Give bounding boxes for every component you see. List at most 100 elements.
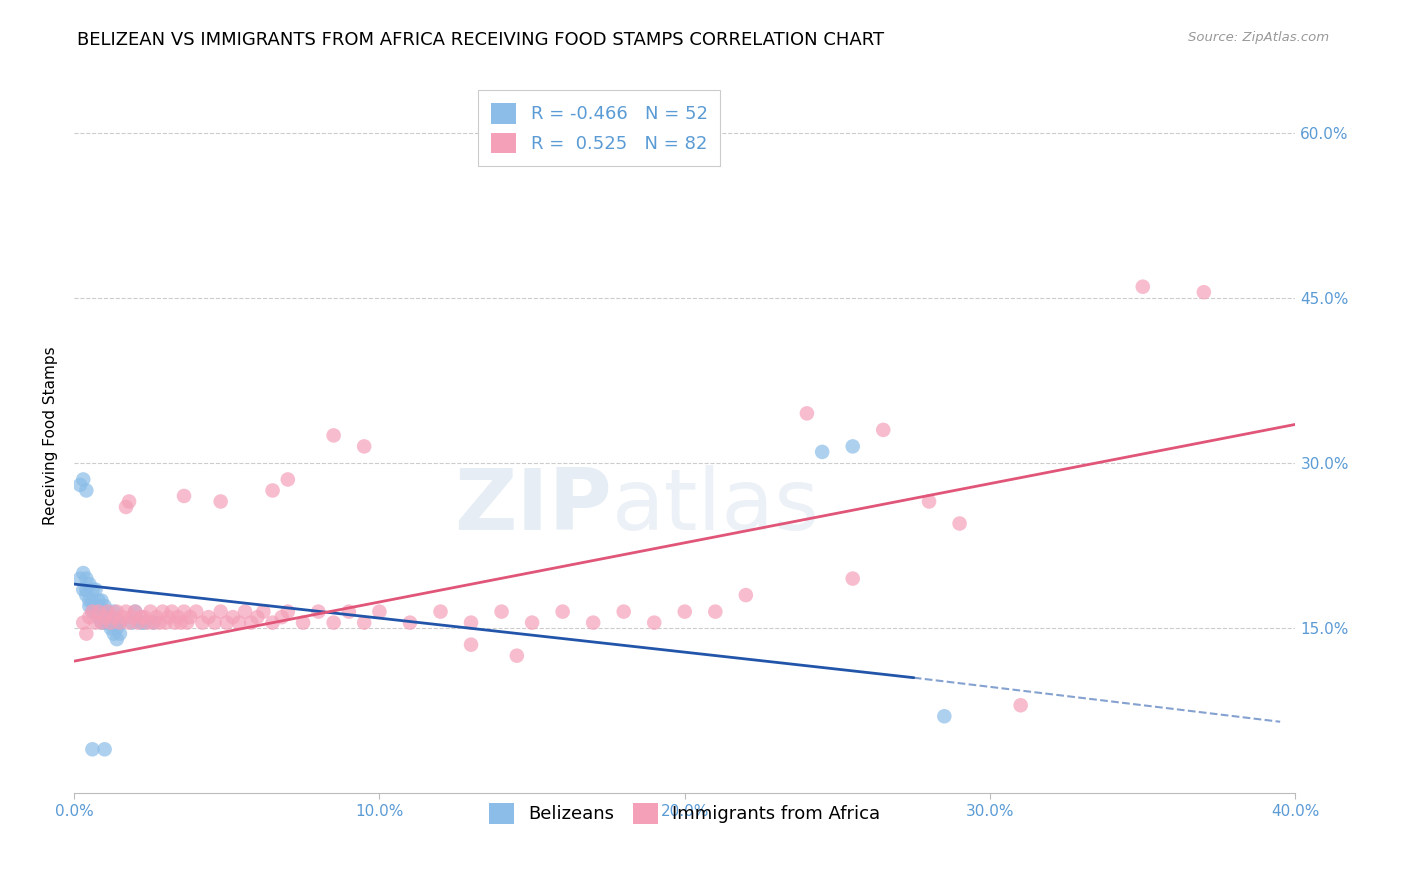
Point bbox=[115, 605, 138, 619]
Point bbox=[368, 605, 391, 619]
Point bbox=[79, 577, 101, 591]
Point bbox=[118, 494, 141, 508]
Point bbox=[108, 615, 131, 630]
Point bbox=[72, 615, 94, 630]
Point bbox=[353, 439, 375, 453]
Text: ZIP: ZIP bbox=[454, 466, 612, 549]
Point bbox=[197, 610, 219, 624]
Point bbox=[97, 605, 120, 619]
Point bbox=[399, 615, 422, 630]
Text: BELIZEAN VS IMMIGRANTS FROM AFRICA RECEIVING FOOD STAMPS CORRELATION CHART: BELIZEAN VS IMMIGRANTS FROM AFRICA RECEI… bbox=[77, 31, 884, 49]
Point bbox=[82, 593, 104, 607]
Point bbox=[139, 605, 162, 619]
Point bbox=[75, 582, 97, 597]
Point bbox=[841, 572, 863, 586]
Point bbox=[209, 605, 232, 619]
Point bbox=[82, 605, 104, 619]
Point bbox=[796, 406, 818, 420]
Point bbox=[841, 439, 863, 453]
Point bbox=[215, 615, 238, 630]
Point bbox=[270, 610, 292, 624]
Point bbox=[160, 605, 183, 619]
Point bbox=[75, 588, 97, 602]
Point bbox=[84, 599, 107, 613]
Point bbox=[429, 605, 451, 619]
Point bbox=[163, 615, 186, 630]
Point bbox=[90, 615, 112, 630]
Point bbox=[129, 615, 152, 630]
Point bbox=[79, 593, 101, 607]
Point bbox=[69, 572, 91, 586]
Point bbox=[934, 709, 956, 723]
Y-axis label: Receiving Food Stamps: Receiving Food Stamps bbox=[44, 346, 58, 524]
Point bbox=[82, 742, 104, 756]
Point bbox=[75, 626, 97, 640]
Point bbox=[136, 615, 159, 630]
Point bbox=[72, 582, 94, 597]
Point bbox=[506, 648, 529, 663]
Point bbox=[90, 593, 112, 607]
Point bbox=[228, 615, 250, 630]
Point bbox=[262, 483, 284, 498]
Point bbox=[105, 615, 128, 630]
Point bbox=[918, 494, 941, 508]
Point bbox=[75, 483, 97, 498]
Point bbox=[72, 473, 94, 487]
Point bbox=[1192, 285, 1215, 300]
Point bbox=[643, 615, 665, 630]
Point bbox=[170, 615, 193, 630]
Point bbox=[105, 621, 128, 635]
Point bbox=[90, 605, 112, 619]
Point bbox=[1010, 698, 1032, 713]
Point bbox=[87, 605, 110, 619]
Point bbox=[811, 445, 834, 459]
Point bbox=[551, 605, 574, 619]
Point bbox=[157, 610, 180, 624]
Point bbox=[93, 599, 115, 613]
Point bbox=[84, 582, 107, 597]
Point bbox=[142, 615, 165, 630]
Point bbox=[100, 615, 122, 630]
Point bbox=[100, 610, 122, 624]
Point bbox=[103, 615, 125, 630]
Point bbox=[872, 423, 894, 437]
Point bbox=[108, 626, 131, 640]
Point bbox=[277, 605, 299, 619]
Point bbox=[240, 615, 263, 630]
Point bbox=[93, 615, 115, 630]
Point bbox=[97, 610, 120, 624]
Point bbox=[121, 615, 143, 630]
Point bbox=[292, 615, 315, 630]
Text: atlas: atlas bbox=[612, 466, 820, 549]
Point bbox=[734, 588, 756, 602]
Point bbox=[97, 615, 120, 630]
Point bbox=[948, 516, 970, 531]
Point bbox=[673, 605, 696, 619]
Point bbox=[149, 615, 172, 630]
Legend: Belizeans, Immigrants from Africa: Belizeans, Immigrants from Africa bbox=[478, 792, 891, 834]
Point bbox=[108, 615, 131, 630]
Point bbox=[118, 615, 141, 630]
Point bbox=[582, 615, 605, 630]
Point bbox=[252, 605, 274, 619]
Point bbox=[87, 599, 110, 613]
Point bbox=[100, 615, 122, 630]
Point bbox=[103, 626, 125, 640]
Point bbox=[322, 615, 344, 630]
Point bbox=[322, 428, 344, 442]
Point bbox=[209, 494, 232, 508]
Point bbox=[84, 605, 107, 619]
Point bbox=[111, 610, 134, 624]
Point bbox=[72, 566, 94, 580]
Point bbox=[353, 615, 375, 630]
Point bbox=[176, 615, 198, 630]
Point bbox=[84, 615, 107, 630]
Point bbox=[704, 605, 727, 619]
Point bbox=[82, 582, 104, 597]
Point bbox=[79, 599, 101, 613]
Point bbox=[460, 638, 482, 652]
Point bbox=[337, 605, 360, 619]
Point bbox=[134, 610, 156, 624]
Point bbox=[90, 615, 112, 630]
Point bbox=[97, 605, 120, 619]
